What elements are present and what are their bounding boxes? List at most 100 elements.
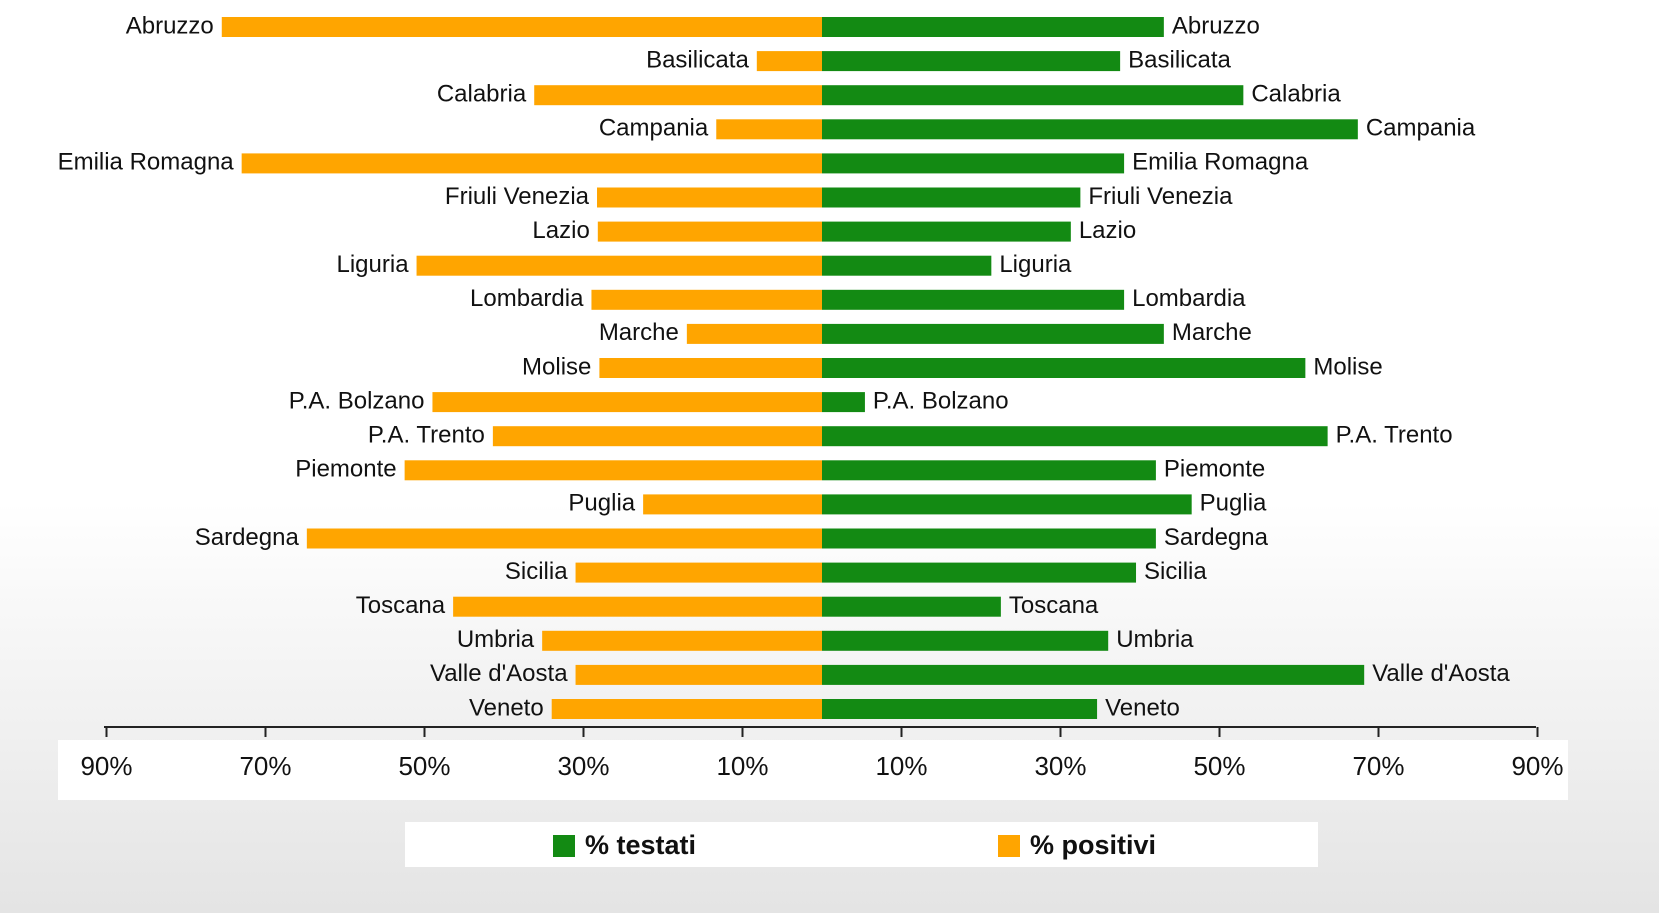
category-label: Abruzzo [1172,12,1260,39]
bar [822,323,1164,344]
bar [597,187,822,208]
bar [822,494,1192,515]
x-tick-label: 30% [557,751,609,781]
bar [416,255,822,276]
bar [822,85,1244,106]
category-label: Marche [1172,319,1252,346]
bar [822,528,1156,549]
bar [822,562,1137,583]
category-label: P.A. Trento [368,422,485,449]
bar [822,221,1071,242]
category-label: Liguria [337,251,410,278]
category-label: Lombardia [470,285,584,312]
category-label: Calabria [1251,81,1341,108]
bar [822,17,1164,37]
category-label: Sicilia [505,558,568,585]
bar [597,221,822,242]
category-label: Piemonte [1164,456,1265,483]
category-label: P.A. Bolzano [873,387,1009,414]
category-label: Friuli Venezia [445,183,590,210]
category-label: Emilia Romagna [58,149,235,176]
bar [822,596,1001,617]
category-label: Sardegna [1164,524,1269,551]
legend-label: % positivi [1030,830,1156,860]
category-label: Sicilia [1144,558,1207,585]
legend-swatch [998,835,1020,857]
category-label: Umbria [457,626,535,653]
category-label: Campania [1366,115,1476,142]
category-label: Valle d'Aosta [1372,660,1510,687]
x-tick-label: 10% [875,751,927,781]
category-label: Molise [1313,353,1382,380]
bar [432,392,822,413]
bar [241,153,822,174]
bar [575,664,822,685]
x-tick-label: 50% [1193,751,1245,781]
category-label: Liguria [999,251,1072,278]
bar [643,494,822,515]
category-label: Toscana [356,592,446,619]
category-label: Friuli Venezia [1088,183,1233,210]
category-label: Umbria [1116,626,1194,653]
category-label: Lombardia [1132,285,1246,312]
x-tick-label: 70% [1352,751,1404,781]
bar [822,358,1306,378]
category-label: Molise [522,353,591,380]
category-label: Basilicata [646,46,749,73]
bar [492,426,822,447]
bar [591,289,822,310]
bar [551,699,822,719]
bar [822,187,1081,208]
bar [599,358,822,378]
category-label: Piemonte [295,456,396,483]
bar [453,596,822,617]
bar [822,289,1125,310]
x-tick-label: 30% [1034,751,1086,781]
bar [822,630,1109,651]
bar [575,562,822,583]
bar [822,664,1365,685]
category-label: Calabria [437,81,527,108]
bar [822,51,1121,72]
category-label: Emilia Romagna [1132,149,1309,176]
legend-box [405,822,1318,867]
x-tick-label: 70% [239,751,291,781]
bar [822,426,1328,447]
bar [822,255,992,276]
bar [822,153,1125,174]
bar [306,528,823,549]
category-label: Veneto [469,694,544,721]
category-label: Basilicata [1128,46,1231,73]
bar [404,460,822,481]
category-label: Puglia [1200,490,1267,517]
bar [686,323,822,344]
category-label: Puglia [568,490,635,517]
tick-band [58,740,1568,800]
bar [716,119,822,140]
category-label: Lazio [1079,217,1136,244]
x-tick-label: 90% [1511,751,1563,781]
x-tick-label: 50% [398,751,450,781]
legend-label: % testati [585,830,696,860]
category-label: Abruzzo [126,12,214,39]
category-label: Campania [599,115,709,142]
bar [822,699,1098,719]
x-tick-label: 90% [80,751,132,781]
bar [822,392,865,413]
legend-swatch [553,835,575,857]
x-tick-label: 10% [716,751,768,781]
category-label: Valle d'Aosta [430,660,568,687]
category-label: Marche [599,319,679,346]
bar [221,17,822,37]
category-label: Lazio [532,217,589,244]
category-label: Veneto [1105,694,1180,721]
category-label: Sardegna [195,524,300,551]
bar [542,630,822,651]
bar [822,119,1358,140]
bar [756,51,822,72]
bar [534,85,822,106]
bar [822,460,1156,481]
category-label: P.A. Bolzano [289,387,425,414]
